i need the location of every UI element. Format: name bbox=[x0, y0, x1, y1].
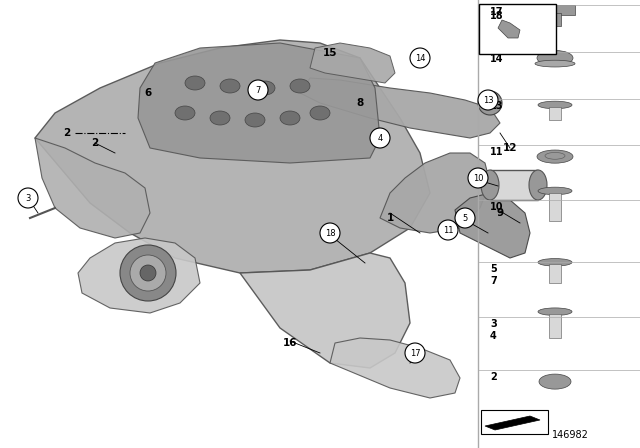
Text: 16: 16 bbox=[283, 338, 297, 348]
Text: 5: 5 bbox=[462, 214, 468, 223]
Text: 13: 13 bbox=[490, 101, 504, 111]
Circle shape bbox=[455, 208, 475, 228]
Ellipse shape bbox=[537, 51, 573, 65]
Text: 17: 17 bbox=[490, 7, 504, 17]
Circle shape bbox=[120, 245, 176, 301]
Text: 146982: 146982 bbox=[552, 430, 588, 440]
Ellipse shape bbox=[220, 79, 240, 93]
Text: 14: 14 bbox=[415, 53, 425, 63]
Ellipse shape bbox=[537, 150, 573, 163]
Ellipse shape bbox=[538, 187, 572, 195]
Text: 13: 13 bbox=[483, 95, 493, 104]
Polygon shape bbox=[300, 78, 500, 138]
Ellipse shape bbox=[529, 170, 547, 200]
Circle shape bbox=[130, 255, 166, 291]
Bar bbox=[549, 193, 561, 221]
Polygon shape bbox=[138, 43, 380, 163]
Text: 4: 4 bbox=[490, 331, 497, 340]
Polygon shape bbox=[310, 43, 395, 83]
Text: 6: 6 bbox=[145, 88, 152, 98]
Ellipse shape bbox=[535, 60, 575, 67]
Text: 18: 18 bbox=[324, 228, 335, 237]
Circle shape bbox=[478, 91, 502, 115]
Text: 2: 2 bbox=[490, 372, 497, 382]
Text: 3: 3 bbox=[490, 319, 497, 329]
Text: 18: 18 bbox=[490, 11, 504, 21]
Bar bbox=[549, 13, 561, 26]
Circle shape bbox=[248, 80, 268, 100]
Text: 15: 15 bbox=[323, 48, 337, 58]
Text: 3: 3 bbox=[26, 194, 31, 202]
Polygon shape bbox=[485, 416, 540, 430]
Bar bbox=[549, 314, 561, 338]
Text: 7: 7 bbox=[490, 276, 497, 286]
FancyBboxPatch shape bbox=[479, 4, 556, 54]
Text: 9: 9 bbox=[497, 208, 504, 218]
Text: 7: 7 bbox=[255, 86, 260, 95]
Text: 12: 12 bbox=[503, 143, 517, 153]
Text: 10: 10 bbox=[473, 173, 483, 182]
Ellipse shape bbox=[538, 101, 572, 109]
Ellipse shape bbox=[280, 111, 300, 125]
Ellipse shape bbox=[255, 81, 275, 95]
Polygon shape bbox=[35, 40, 430, 273]
Circle shape bbox=[320, 223, 340, 243]
Text: 17: 17 bbox=[410, 349, 420, 358]
Circle shape bbox=[370, 128, 390, 148]
Circle shape bbox=[405, 343, 425, 363]
Ellipse shape bbox=[185, 76, 205, 90]
Bar bbox=[490, 170, 538, 200]
Polygon shape bbox=[380, 153, 490, 233]
Circle shape bbox=[18, 188, 38, 208]
Ellipse shape bbox=[245, 113, 265, 127]
Polygon shape bbox=[330, 338, 460, 398]
Circle shape bbox=[140, 265, 156, 281]
Circle shape bbox=[468, 168, 488, 188]
Polygon shape bbox=[78, 238, 200, 313]
Text: 14: 14 bbox=[490, 54, 504, 64]
Polygon shape bbox=[35, 138, 150, 238]
Ellipse shape bbox=[538, 308, 572, 315]
Circle shape bbox=[438, 220, 458, 240]
Circle shape bbox=[410, 48, 430, 68]
Polygon shape bbox=[455, 193, 530, 258]
Ellipse shape bbox=[481, 170, 499, 200]
Ellipse shape bbox=[290, 79, 310, 93]
Polygon shape bbox=[240, 253, 410, 368]
Text: 2: 2 bbox=[63, 128, 70, 138]
Ellipse shape bbox=[175, 106, 195, 120]
Text: 10: 10 bbox=[490, 202, 504, 212]
Ellipse shape bbox=[539, 374, 571, 389]
Ellipse shape bbox=[210, 111, 230, 125]
Bar bbox=[549, 107, 561, 120]
Text: 11: 11 bbox=[443, 225, 453, 234]
Polygon shape bbox=[498, 20, 520, 38]
Text: 5: 5 bbox=[490, 264, 497, 274]
Text: 8: 8 bbox=[356, 98, 364, 108]
Text: 1: 1 bbox=[387, 213, 394, 223]
Text: 4: 4 bbox=[378, 134, 383, 142]
Bar bbox=[549, 264, 561, 283]
Text: 2: 2 bbox=[92, 138, 99, 148]
Circle shape bbox=[478, 90, 498, 110]
Ellipse shape bbox=[545, 152, 565, 159]
Ellipse shape bbox=[538, 258, 572, 266]
Ellipse shape bbox=[310, 106, 330, 120]
Bar bbox=[535, 5, 575, 15]
Text: 11: 11 bbox=[490, 147, 504, 157]
